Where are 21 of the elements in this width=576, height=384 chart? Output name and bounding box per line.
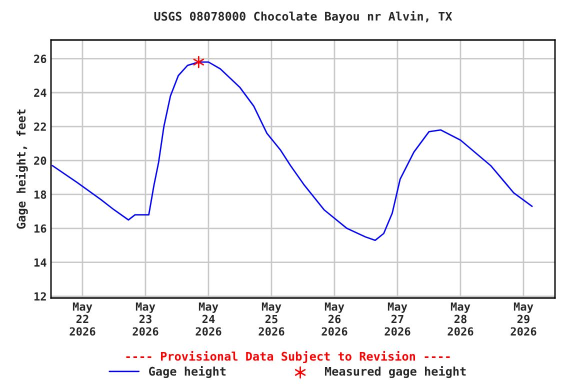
x-tick-label: May 24 2026: [196, 302, 222, 336]
y-tick-label: 16: [34, 224, 46, 233]
legend-label: Measured gage height: [324, 366, 466, 378]
x-tick-label: May 27 2026: [384, 302, 410, 336]
x-tick-label: May 22 2026: [70, 302, 96, 336]
chart-title: USGS 08078000 Chocolate Bayou nr Alvin, TX: [154, 10, 452, 23]
y-tick-label: 20: [34, 156, 46, 165]
y-tick-label: 14: [34, 258, 46, 267]
x-tick-label: May 25 2026: [258, 302, 284, 336]
x-tick-label: May 28 2026: [448, 302, 474, 336]
y-tick-label: 24: [34, 88, 46, 97]
y-tick-label: 18: [34, 190, 46, 199]
text: ---- Provisional Data Subject to Revision ----: [126, 350, 450, 364]
y-tick-label: 12: [34, 292, 46, 301]
y-tick-label: 26: [34, 54, 46, 64]
y-axis-title: Gage height, feet: [16, 110, 28, 229]
x-tick-label: May 23 2026: [132, 302, 158, 336]
legend-label: Gage height: [149, 366, 226, 378]
x-tick-label: May 26 2026: [322, 302, 348, 336]
x-tick-label: May 29 2026: [510, 302, 536, 336]
y-tick-label: 22: [34, 122, 46, 131]
